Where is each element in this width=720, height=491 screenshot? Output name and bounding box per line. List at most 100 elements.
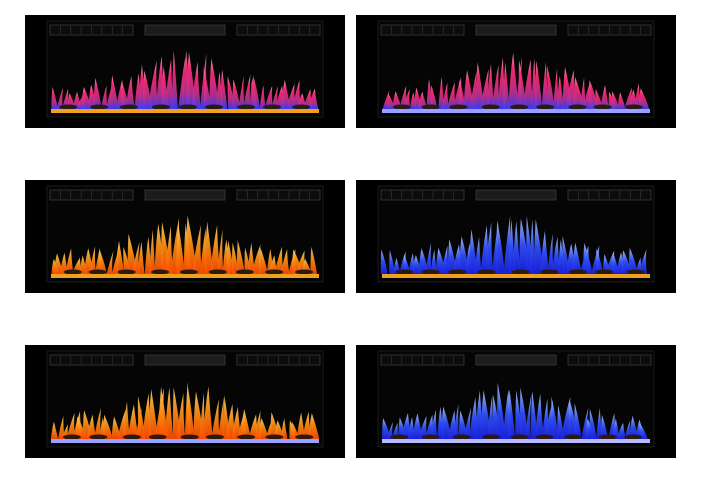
flame xyxy=(572,242,582,274)
flame xyxy=(259,85,266,109)
flame xyxy=(51,86,58,109)
vent xyxy=(475,189,557,201)
flame xyxy=(231,242,239,274)
flame xyxy=(218,396,225,439)
flame xyxy=(231,407,242,439)
flame xyxy=(217,229,224,274)
flame xyxy=(441,82,450,109)
log xyxy=(626,269,645,275)
flame xyxy=(203,66,211,109)
log xyxy=(237,104,256,110)
fireplace xyxy=(25,180,345,293)
log xyxy=(63,269,82,275)
flame xyxy=(240,408,251,439)
flame xyxy=(556,75,565,109)
log xyxy=(564,434,583,440)
log xyxy=(477,269,496,275)
flame xyxy=(497,382,506,439)
log xyxy=(178,104,197,110)
flame xyxy=(547,233,554,274)
log xyxy=(390,434,409,440)
log xyxy=(593,104,612,110)
log xyxy=(535,434,554,440)
log xyxy=(148,434,167,440)
flame xyxy=(211,399,220,439)
flame xyxy=(596,408,603,439)
flame xyxy=(122,401,130,439)
flame xyxy=(164,59,174,109)
log xyxy=(90,104,109,110)
flame xyxy=(280,249,290,274)
flame xyxy=(302,411,312,439)
flame xyxy=(463,407,472,439)
log xyxy=(595,269,614,275)
flame xyxy=(164,225,174,274)
log xyxy=(421,104,440,110)
log xyxy=(421,269,440,275)
fireplace xyxy=(25,345,345,458)
flame xyxy=(210,225,221,274)
flame xyxy=(430,249,438,274)
flame xyxy=(441,245,450,274)
flame xyxy=(487,394,494,439)
log xyxy=(598,434,617,440)
flame xyxy=(220,69,228,109)
flame xyxy=(236,240,245,274)
flame xyxy=(86,414,97,439)
log xyxy=(395,269,414,275)
flame xyxy=(611,91,620,109)
flame xyxy=(191,61,201,109)
flame xyxy=(149,229,156,274)
flame xyxy=(204,221,214,274)
flame xyxy=(291,421,300,439)
flame xyxy=(574,403,582,439)
log xyxy=(151,269,170,275)
log xyxy=(265,434,284,440)
flame xyxy=(202,386,213,439)
log xyxy=(421,434,440,440)
ember-bed xyxy=(51,109,319,113)
log xyxy=(295,434,314,440)
flame xyxy=(541,62,549,109)
flame xyxy=(417,91,428,109)
flame xyxy=(474,62,485,109)
log xyxy=(179,269,198,275)
vent xyxy=(475,354,557,366)
log xyxy=(448,269,467,275)
flame xyxy=(93,77,102,109)
log xyxy=(482,434,501,440)
flame xyxy=(403,254,411,274)
ember-bed xyxy=(51,439,319,443)
log xyxy=(122,434,141,440)
flame xyxy=(600,414,609,439)
flame xyxy=(417,416,428,439)
flame xyxy=(425,243,432,274)
flame xyxy=(547,65,555,109)
flame xyxy=(522,59,534,109)
log xyxy=(623,434,642,440)
flame xyxy=(579,77,587,109)
flame xyxy=(238,76,245,109)
flame xyxy=(429,409,438,439)
log xyxy=(119,104,138,110)
flame xyxy=(125,76,135,109)
vent xyxy=(144,24,226,36)
flame xyxy=(469,71,477,109)
flame xyxy=(583,243,593,274)
log xyxy=(59,104,78,110)
flame xyxy=(612,418,620,439)
flame xyxy=(393,257,401,274)
log xyxy=(536,104,555,110)
flame xyxy=(524,393,532,439)
log xyxy=(89,434,108,440)
flame xyxy=(171,50,178,109)
flame xyxy=(59,252,69,274)
log xyxy=(205,434,224,440)
flame xyxy=(380,249,388,274)
log xyxy=(292,104,311,110)
flame xyxy=(94,408,102,439)
flame xyxy=(137,396,146,439)
flame xyxy=(529,219,536,274)
flame xyxy=(187,384,195,439)
